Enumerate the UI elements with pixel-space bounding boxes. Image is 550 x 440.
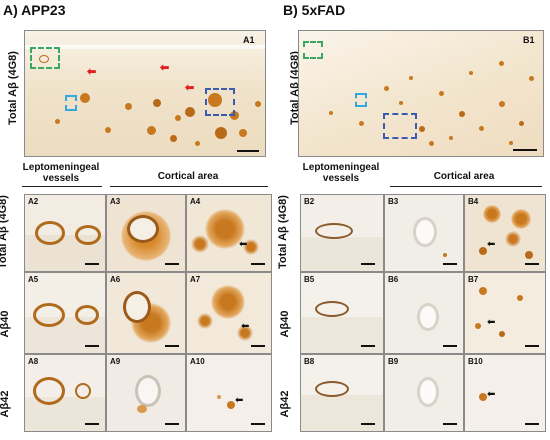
tile-b6: B6 <box>384 272 464 354</box>
scale-bar <box>165 263 179 265</box>
scale-bar <box>361 423 375 425</box>
tile-a4: A4 ⬅ <box>186 194 272 272</box>
tile-b7: B7 ⬅ <box>464 272 546 354</box>
row-label-total-left: Total Aβ (4G8) <box>0 195 9 269</box>
row-label-total-right: Total Aβ (4G8) <box>277 195 289 269</box>
scale-bar <box>443 345 457 347</box>
arrow-icon: ⬅ <box>235 395 244 406</box>
tile-a10: A10 ⬅ <box>186 354 272 432</box>
scale-bar <box>443 423 457 425</box>
scale-bar <box>525 263 539 265</box>
arrow-icon: ⬅ <box>487 239 496 250</box>
header-cortical-right: Cortical area <box>433 171 495 182</box>
roi-box-cyan <box>355 93 367 107</box>
tile-b8: B8 <box>300 354 384 432</box>
tile-b2: B2 <box>300 194 384 272</box>
arrow-icon: ⬅ <box>241 321 250 332</box>
scale-bar <box>361 263 375 265</box>
scale-bar <box>361 345 375 347</box>
row-label-ab40-right: Aβ40 <box>279 310 291 338</box>
row-label-ab42-left: Aβ42 <box>0 390 11 418</box>
scale-bar <box>251 423 265 425</box>
header-bracket-left <box>110 186 268 187</box>
roi-box-green <box>303 41 323 59</box>
scale-bar <box>85 263 99 265</box>
scale-bar <box>251 263 265 265</box>
overview-row-label-left: Total Aβ (4G8) <box>7 51 19 125</box>
tile-a6: A6 <box>106 272 186 354</box>
red-arrow-icon: ⬅ <box>185 82 195 94</box>
tile-b3: B3 <box>384 194 464 272</box>
scale-bar <box>85 423 99 425</box>
arrow-icon: ⬅ <box>487 317 496 328</box>
roi-box-cyan <box>65 95 77 111</box>
tile-b4: B4 ⬅ <box>464 194 546 272</box>
arrow-icon: ⬅ <box>239 239 248 250</box>
tile-b10: B10 ⬅ <box>464 354 546 432</box>
header-cortical-left: Cortical area <box>157 171 219 182</box>
row-label-ab42-right: Aβ42 <box>279 390 291 418</box>
header-leptomeningeal-left: Leptomeningeal vessels <box>22 162 100 184</box>
roi-box-green <box>30 47 60 69</box>
tile-a5: A5 <box>24 272 106 354</box>
scale-bar <box>237 150 259 152</box>
tile-b9: B9 <box>384 354 464 432</box>
arrow-icon: ⬅ <box>487 389 496 400</box>
overview-image-app23: A1 ⬅ ⬅ ⬅ <box>24 30 266 157</box>
tile-a7: A7 ⬅ <box>186 272 272 354</box>
tile-a2: A2 <box>24 194 106 272</box>
overview-label-a1: A1 <box>243 35 255 45</box>
row-label-ab40-left: Aβ40 <box>0 310 11 338</box>
roi-box-blue <box>383 113 417 139</box>
red-arrow-icon: ⬅ <box>160 62 170 74</box>
scale-bar <box>165 423 179 425</box>
scale-bar <box>525 345 539 347</box>
scale-bar <box>513 149 537 151</box>
tile-b5: B5 <box>300 272 384 354</box>
header-bracket-right <box>390 186 542 187</box>
header-leptomeningeal-right: Leptomeningeal vessels <box>302 162 380 184</box>
header-bracket-left-small <box>22 186 102 187</box>
scale-bar <box>85 345 99 347</box>
scale-bar <box>525 423 539 425</box>
panel-title-5xfad: B) 5xFAD <box>283 2 346 18</box>
tile-a9: A9 <box>106 354 186 432</box>
scale-bar <box>443 263 457 265</box>
red-arrow-icon: ⬅ <box>87 66 97 78</box>
tile-a3: A3 <box>106 194 186 272</box>
roi-box-blue <box>205 88 235 116</box>
panel-title-app23: A) APP23 <box>3 2 66 18</box>
scale-bar <box>165 345 179 347</box>
overview-image-5xfad: B1 <box>298 30 544 157</box>
tile-a8: A8 <box>24 354 106 432</box>
scale-bar <box>251 345 265 347</box>
overview-label-b1: B1 <box>523 35 535 45</box>
